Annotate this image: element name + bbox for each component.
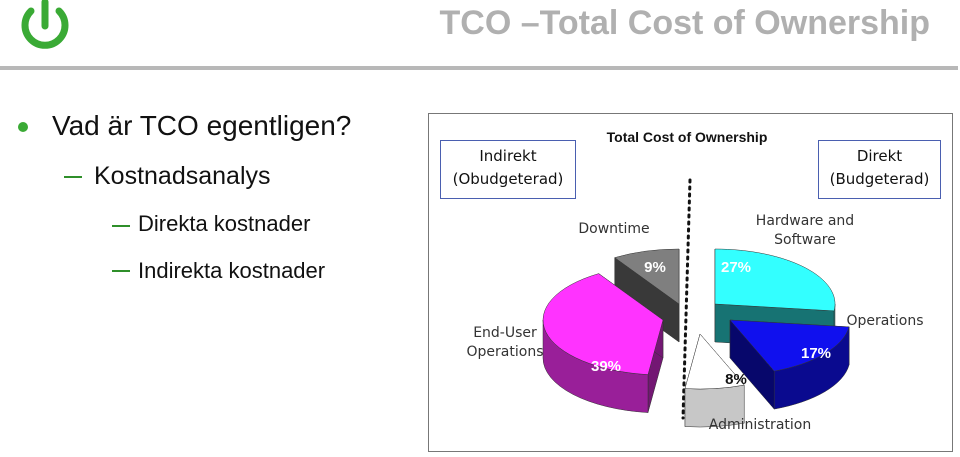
- slide-title: TCO –Total Cost of Ownership: [439, 4, 931, 42]
- power-logo: [21, 0, 69, 49]
- bullet-text: Indirekta kostnader: [138, 258, 326, 283]
- dash: [112, 270, 130, 272]
- bullet-text: Kostnadsanalys: [94, 162, 271, 190]
- bullet-text: Vad är TCO egentligen?: [52, 110, 352, 141]
- category-label: Administration: [708, 417, 812, 433]
- annotation-box: Direkt (Budgeterad): [818, 140, 941, 199]
- annotation-title: Direkt: [856, 147, 903, 165]
- chart-title: Total Cost of Ownership: [607, 129, 768, 145]
- bullet: [18, 122, 28, 132]
- slice: [729, 319, 850, 372]
- category-label: Downtime: [578, 221, 650, 237]
- annotation-subtitle: (Obudgeterad): [452, 170, 564, 188]
- slice: [684, 333, 745, 390]
- header-rule: [0, 66, 958, 70]
- dash: [112, 225, 130, 227]
- bullet-text: Direkta kostnader: [138, 211, 311, 236]
- annotation-title: Indirekt: [479, 147, 537, 165]
- value-label: 27%: [721, 259, 751, 276]
- value-label: 17%: [801, 345, 831, 362]
- annotation-box: Indirekt (Obudgeterad): [440, 140, 576, 199]
- slice: [614, 248, 680, 305]
- category-label: Hardware and Software: [755, 213, 855, 248]
- category-label: End-User Operations: [466, 325, 544, 360]
- slice: [542, 273, 664, 375]
- value-label: 39%: [591, 358, 621, 375]
- value-label: 9%: [644, 259, 666, 276]
- pie: 27% 17% 8% 39% 9%: [542, 248, 850, 428]
- slice: [714, 248, 836, 312]
- category-label: Operations: [846, 313, 924, 329]
- annotation-subtitle: (Budgeterad): [829, 170, 930, 188]
- divider: [681, 178, 692, 420]
- value-label: 8%: [725, 371, 747, 388]
- dash: [64, 176, 82, 178]
